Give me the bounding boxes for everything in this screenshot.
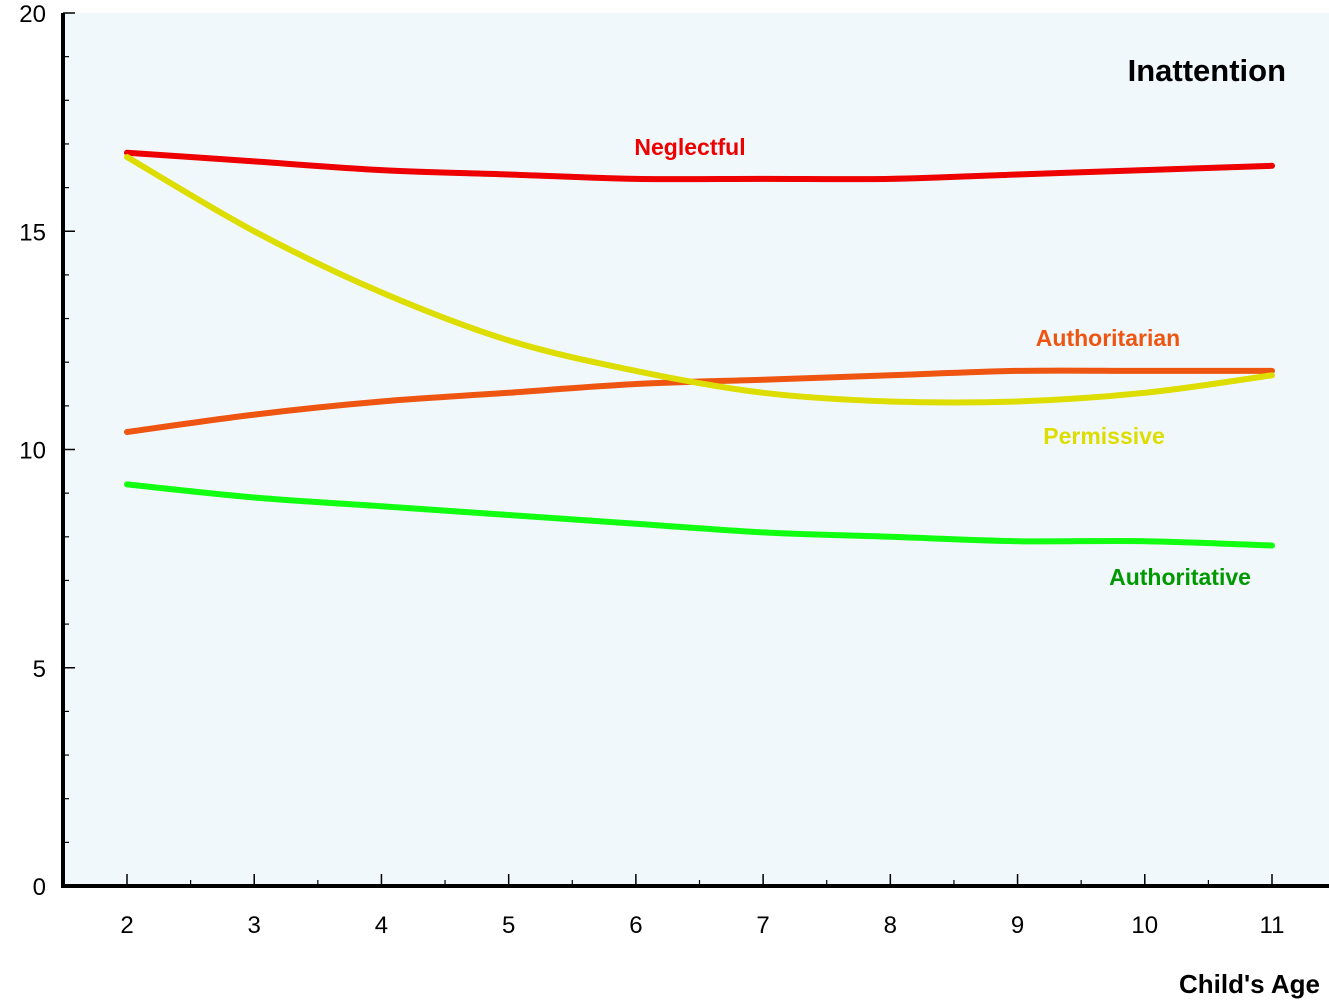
x-tick-label: 7	[756, 912, 769, 939]
series-labels: Neglectful Authoritarian Permissive Authori…	[634, 134, 1251, 590]
x-tick-label: 10	[1131, 912, 1158, 939]
axis-ticks: 2 3 4 5 6 7 8 9 10 11 0 5 10 15 20	[19, 1, 1284, 939]
y-tick-label: 15	[19, 219, 46, 246]
x-tick-label: 6	[629, 912, 642, 939]
series-line-neglectful	[124, 149, 1275, 183]
series-line-permissive	[124, 154, 1275, 406]
y-tick-label: 20	[19, 1, 46, 28]
x-tick-label: 9	[1011, 912, 1024, 939]
y-tick-label: 10	[19, 438, 46, 465]
chart-title: Inattention	[1128, 53, 1286, 88]
x-axis-title: Child's Age	[1179, 969, 1320, 999]
x-tick-label: 5	[502, 912, 515, 939]
series-lines	[124, 149, 1275, 549]
x-tick-label: 2	[120, 912, 133, 939]
y-tick-label: 5	[33, 656, 46, 683]
x-tick-label: 11	[1260, 912, 1285, 939]
y-tick-label: 0	[33, 874, 46, 901]
series-line-authoritative	[124, 481, 1275, 549]
x-tick-label: 8	[884, 912, 897, 939]
x-tick-label: 4	[375, 912, 388, 939]
series-label-neglectful: Neglectful	[634, 134, 745, 160]
series-label-authoritarian: Authoritarian	[1036, 325, 1180, 351]
plot-background	[63, 13, 1329, 886]
series-label-permissive: Permissive	[1043, 423, 1164, 449]
x-tick-label: 3	[248, 912, 261, 939]
series-label-authoritative: Authoritative	[1109, 564, 1251, 590]
